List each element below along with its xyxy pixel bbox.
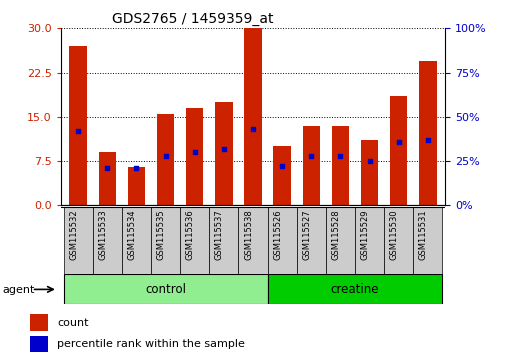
Bar (389, 96, 407, 205)
Point (365, 158, 373, 164)
Bar (325, 207, 355, 274)
Text: GSM115538: GSM115538 (243, 209, 252, 260)
Text: percentile rank within the sample: percentile rank within the sample (57, 339, 244, 349)
Bar (150, 207, 180, 274)
Bar (302, 126, 319, 205)
Point (74, 128, 82, 134)
Point (219, 146, 227, 152)
Point (394, 139, 402, 144)
Text: creatine: creatine (330, 283, 378, 296)
Text: GSM115534: GSM115534 (127, 209, 136, 260)
Text: GSM115533: GSM115533 (98, 209, 107, 260)
Text: GSM115537: GSM115537 (215, 209, 223, 260)
Bar (360, 141, 378, 205)
Point (161, 153, 169, 159)
Bar (244, 28, 261, 205)
Point (103, 165, 111, 171)
Bar (418, 61, 436, 205)
Text: agent: agent (3, 285, 35, 295)
Text: GSM115528: GSM115528 (331, 209, 340, 260)
Text: control: control (145, 283, 186, 296)
Point (132, 165, 140, 171)
Bar (180, 207, 209, 274)
Text: GSM115531: GSM115531 (418, 209, 427, 260)
Text: GDS2765 / 1459359_at: GDS2765 / 1459359_at (111, 12, 273, 27)
Text: GSM115529: GSM115529 (360, 209, 369, 259)
Text: count: count (57, 318, 88, 327)
Text: GSM115536: GSM115536 (185, 209, 194, 260)
Bar (383, 207, 413, 274)
Point (190, 149, 198, 155)
Bar (209, 207, 238, 274)
Text: GSM115535: GSM115535 (156, 209, 165, 260)
Point (307, 153, 315, 159)
Bar (215, 102, 232, 205)
Point (423, 137, 431, 143)
Bar (157, 114, 174, 205)
Text: GSM115526: GSM115526 (273, 209, 282, 260)
Bar (127, 167, 145, 205)
Bar (273, 146, 290, 205)
Bar (238, 207, 267, 274)
Bar (331, 126, 348, 205)
Bar (267, 207, 296, 274)
Bar (69, 46, 87, 205)
Bar (30, 336, 48, 352)
Text: GSM115527: GSM115527 (301, 209, 311, 260)
Bar (122, 207, 150, 274)
Bar (355, 207, 383, 274)
Bar (186, 108, 203, 205)
Bar (30, 314, 48, 331)
Bar (98, 152, 116, 205)
Point (336, 153, 344, 159)
Bar (64, 207, 92, 274)
Point (278, 164, 286, 169)
Bar (64, 274, 267, 304)
Bar (267, 274, 441, 304)
Bar (296, 207, 325, 274)
Bar (92, 207, 122, 274)
Bar (413, 207, 441, 274)
Point (248, 126, 257, 132)
Text: GSM115530: GSM115530 (389, 209, 398, 260)
Text: GSM115532: GSM115532 (69, 209, 78, 260)
